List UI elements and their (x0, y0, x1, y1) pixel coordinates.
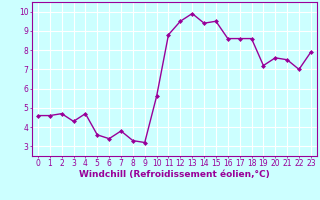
X-axis label: Windchill (Refroidissement éolien,°C): Windchill (Refroidissement éolien,°C) (79, 170, 270, 179)
